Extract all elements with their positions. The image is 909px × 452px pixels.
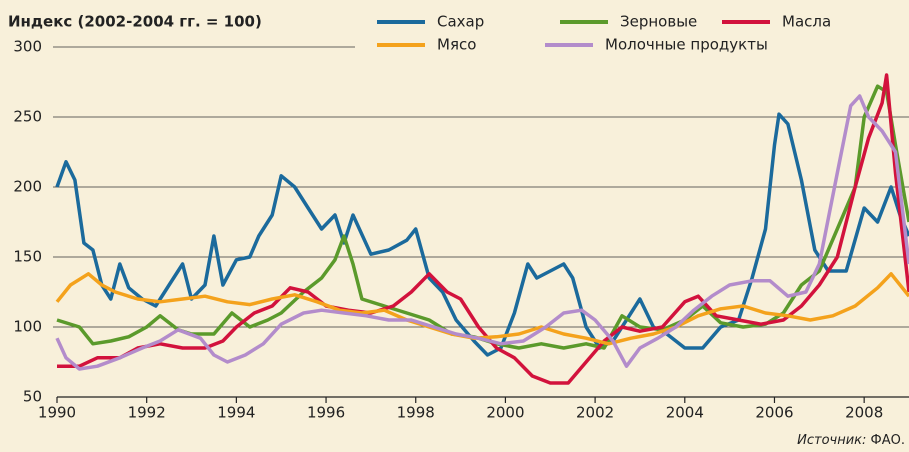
- x-tick-label: 2002: [576, 404, 614, 422]
- legend-label: Зерновые: [620, 13, 697, 31]
- series-line: [57, 73, 909, 385]
- source-value: ФАО.: [871, 433, 905, 448]
- legend-label: Молочные продукты: [605, 36, 768, 54]
- source: Источник: ФАО.: [797, 433, 905, 448]
- source-label: Источник:: [797, 433, 866, 448]
- x-tick-label: 1994: [217, 404, 255, 422]
- series-line: [55, 94, 909, 371]
- x-tick-label: 1992: [128, 404, 166, 422]
- y-tick-label: 150: [13, 248, 42, 266]
- y-tick-label: 300: [13, 38, 42, 56]
- x-tick-label: 1998: [397, 404, 435, 422]
- legend-label: Сахар: [437, 13, 484, 31]
- chart-title: Индекс (2002-2004 гг. = 100): [8, 13, 262, 31]
- y-tick-label: 100: [13, 318, 42, 336]
- x-tick-label: 2006: [755, 404, 793, 422]
- legend-label: Масла: [782, 13, 831, 31]
- series-line: [56, 84, 909, 350]
- x-tick-label: 2000: [486, 404, 524, 422]
- x-tick-label: 1990: [38, 404, 76, 422]
- y-tick-label: 250: [13, 108, 42, 126]
- y-tick-label: 200: [13, 178, 42, 196]
- x-tick-label: 1996: [307, 404, 345, 422]
- legend-label: Мясо: [437, 36, 476, 54]
- series-line: [55, 112, 909, 357]
- x-tick-label: 2008: [845, 404, 883, 422]
- x-tick-label: 2004: [666, 404, 704, 422]
- y-tick-label: 50: [23, 388, 42, 406]
